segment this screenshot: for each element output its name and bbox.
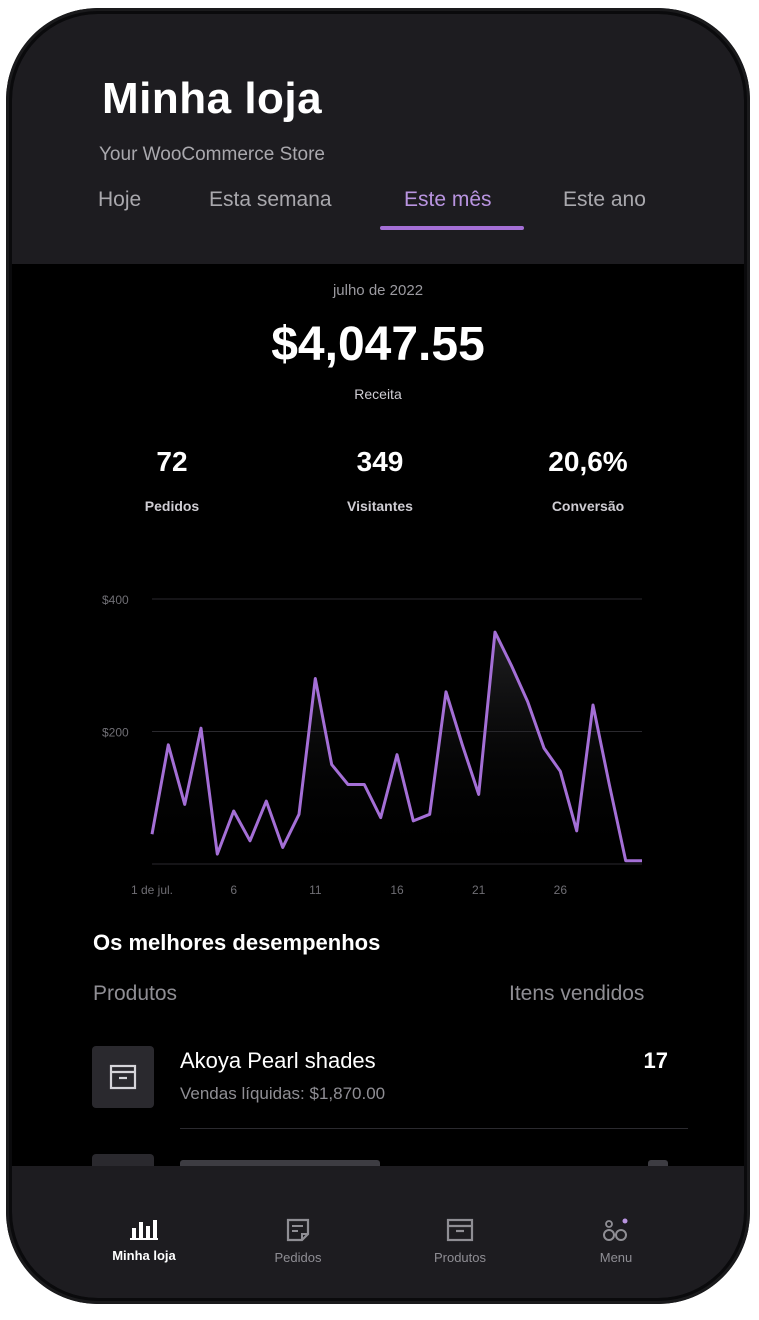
tabbar-label: Produtos (433, 1250, 487, 1265)
revenue-label: Receita (354, 386, 402, 402)
row-divider (180, 1128, 688, 1129)
app-screen: Minha loja Your WooCommerce Store Hoje E… (12, 14, 744, 1298)
tab-este-ano[interactable]: Este ano (563, 188, 646, 211)
product-row[interactable]: Akoya Pearl shades Vendas líquidas: $1,8… (92, 1044, 688, 1124)
orders-icon (286, 1218, 310, 1242)
tabbar-item-pedidos[interactable]: Pedidos (238, 1218, 358, 1265)
tabbar-item-menu[interactable]: Menu (556, 1218, 676, 1265)
column-header-items-sold: Itens vendidos (509, 982, 645, 1005)
top-performers-title: Os melhores desempenhos (93, 930, 381, 955)
stat-conversion: 20,6% Conversão (508, 446, 668, 514)
x-tick-label: 26 (554, 883, 568, 897)
x-tick-label: 21 (472, 883, 486, 897)
revenue-value: $4,047.55 (271, 318, 485, 371)
stat-value: 349 (356, 446, 404, 477)
x-tick-label: 11 (309, 883, 322, 897)
stat-label: Pedidos (144, 498, 200, 514)
active-tab-indicator (380, 226, 524, 230)
tabbar-label: Menu (599, 1250, 633, 1265)
revenue-area (152, 632, 642, 864)
tabbar-item-produtos[interactable]: Produtos (400, 1218, 520, 1265)
product-thumbnail (92, 1046, 154, 1108)
tabbar-label: Minha loja (112, 1248, 176, 1263)
period-label: julho de 2022 (332, 282, 424, 299)
revenue-line (150, 630, 642, 863)
y-tick-label: $400 (102, 593, 129, 607)
period-tabs: Hoje Esta semana Este mês Este ano (12, 182, 744, 234)
column-header-products: Produtos (93, 982, 178, 1005)
product-box-icon (446, 1218, 474, 1242)
product-box-icon (109, 1064, 137, 1090)
bar-chart-icon (130, 1220, 158, 1240)
stat-value: 72 (156, 446, 188, 477)
stat-label: Visitantes (347, 498, 413, 514)
stat-visitors: 349 Visitantes (300, 446, 460, 514)
tabbar-item-minha-loja[interactable]: Minha loja (84, 1218, 204, 1263)
stat-value: 20,6% (548, 446, 628, 477)
bottom-tab-bar: Minha loja Pedidos Produtos (12, 1166, 744, 1298)
header: Minha loja Your WooCommerce Store Hoje E… (12, 14, 744, 264)
y-tick-label: $200 (102, 726, 129, 740)
product-items-sold: 17 (643, 1048, 668, 1073)
page-title: Minha loja (102, 74, 323, 123)
product-name: Akoya Pearl shades (180, 1048, 376, 1073)
x-tick-label: 1 de jul. (131, 883, 173, 897)
revenue-chart[interactable]: $400 $200 1 de jul. 6 11 16 21 26 (82, 574, 662, 904)
store-subtitle: Your WooCommerce Store (99, 144, 325, 165)
stat-label: Conversão (551, 498, 625, 514)
product-net-sales: Vendas líquidas: $1,870.00 (180, 1084, 386, 1103)
tab-esta-semana[interactable]: Esta semana (209, 188, 332, 211)
x-tick-label: 16 (390, 883, 404, 897)
menu-grid-icon (603, 1218, 628, 1241)
stat-orders: 72 Pedidos (92, 446, 252, 514)
x-tick-label: 6 (230, 883, 237, 897)
tabbar-label: Pedidos (274, 1250, 322, 1265)
tab-este-mes[interactable]: Este mês (404, 188, 492, 211)
tab-hoje[interactable]: Hoje (98, 188, 142, 211)
phone-frame: Minha loja Your WooCommerce Store Hoje E… (6, 8, 750, 1304)
